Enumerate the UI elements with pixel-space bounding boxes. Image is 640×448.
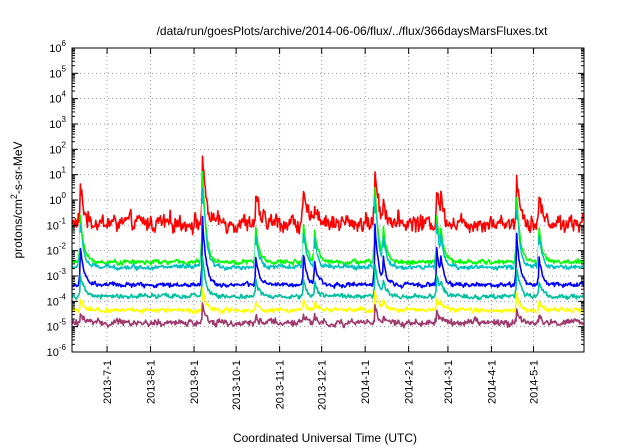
y-axis-label-superscript: 2 — [9, 194, 19, 199]
y-tick-label: 10-5 — [47, 318, 67, 334]
y-tick-exponent: 0 — [62, 191, 67, 200]
x-tick-label: 2014-4-1 — [486, 360, 498, 404]
y-tick-exponent: 5 — [62, 64, 67, 73]
x-tick-label: 2014-2-1 — [404, 360, 416, 404]
series-line — [71, 255, 585, 301]
y-axis-label-rest: -s-sr-MeV — [11, 141, 25, 194]
y-tick-base: 10 — [49, 43, 61, 55]
y-tick-base: 10 — [47, 322, 59, 334]
y-tick-base: 10 — [47, 347, 59, 359]
y-tick-base: 10 — [47, 296, 59, 308]
y-tick-exponent: 4 — [62, 90, 67, 99]
y-tick-label: 104 — [49, 90, 66, 106]
y-tick-label: 10-1 — [47, 216, 67, 232]
y-tick-exponent: 3 — [62, 115, 67, 124]
x-tick-label: 2013-10-1 — [231, 360, 243, 410]
series-line — [71, 302, 585, 329]
y-tick-exponent: -1 — [59, 216, 67, 225]
y-tick-base: 10 — [49, 195, 61, 207]
y-axis: 10-610-510-410-310-210-11001011021031041… — [47, 39, 584, 359]
y-tick-base: 10 — [49, 94, 61, 106]
y-tick-label: 106 — [49, 39, 66, 55]
y-tick-label: 100 — [49, 191, 66, 207]
y-tick-exponent: -4 — [59, 292, 67, 301]
y-tick-exponent: 1 — [62, 166, 67, 175]
y-tick-base: 10 — [49, 144, 61, 156]
x-tick-label: 2013-7-1 — [102, 360, 114, 404]
x-axis-label: Coordinated Universal Time (UTC) — [233, 431, 417, 445]
y-tick-exponent: 6 — [62, 39, 67, 48]
x-tick-label: 2014-1-1 — [360, 360, 372, 404]
y-tick-label: 101 — [49, 166, 66, 182]
series-line — [71, 203, 585, 279]
y-tick-base: 10 — [47, 246, 59, 258]
y-tick-label: 10-2 — [47, 242, 67, 258]
chart-title: /data/run/goesPlots/archive/2014-06-06/f… — [157, 24, 549, 38]
y-tick-base: 10 — [47, 271, 59, 283]
y-tick-label: 10-3 — [47, 267, 67, 283]
y-tick-exponent: -3 — [59, 267, 67, 276]
x-tick-label: 2013-11-1 — [275, 360, 287, 409]
y-tick-label: 102 — [49, 140, 66, 156]
x-tick-label: 2014-5-1 — [529, 360, 541, 404]
y-tick-base: 10 — [49, 68, 61, 80]
series-line — [71, 287, 585, 315]
x-axis: 2013-7-1 2013-8-1 2013-9-1 2013-10-1 2013-11… — [102, 48, 541, 410]
series-line — [71, 170, 585, 266]
y-tick-exponent: -5 — [59, 318, 67, 327]
series-line — [71, 155, 585, 236]
x-tick-label: 2013-8-1 — [146, 360, 158, 404]
y-tick-exponent: -6 — [59, 343, 67, 352]
series-line — [71, 187, 585, 272]
x-tick-label: 2013-9-1 — [189, 360, 201, 404]
y-tick-label: 105 — [49, 64, 66, 80]
y-tick-base: 10 — [49, 170, 61, 182]
y-tick-label: 10-6 — [47, 343, 67, 359]
series-line — [71, 215, 585, 289]
x-tick-label: 2014-3-1 — [443, 360, 455, 404]
y-tick-base: 10 — [47, 220, 59, 232]
y-tick-label: 103 — [49, 115, 66, 131]
y-axis-label: protons/cm2-s-sr-MeV — [9, 141, 25, 258]
grid — [72, 48, 584, 352]
y-tick-exponent: -2 — [59, 242, 67, 251]
x-tick-label: 2013-12-1 — [317, 360, 329, 410]
y-tick-exponent: 2 — [62, 140, 67, 149]
series-group — [71, 155, 585, 329]
y-tick-label: 10-4 — [47, 292, 67, 308]
y-axis-label-main: protons/cm — [11, 199, 25, 258]
y-tick-base: 10 — [49, 119, 61, 131]
